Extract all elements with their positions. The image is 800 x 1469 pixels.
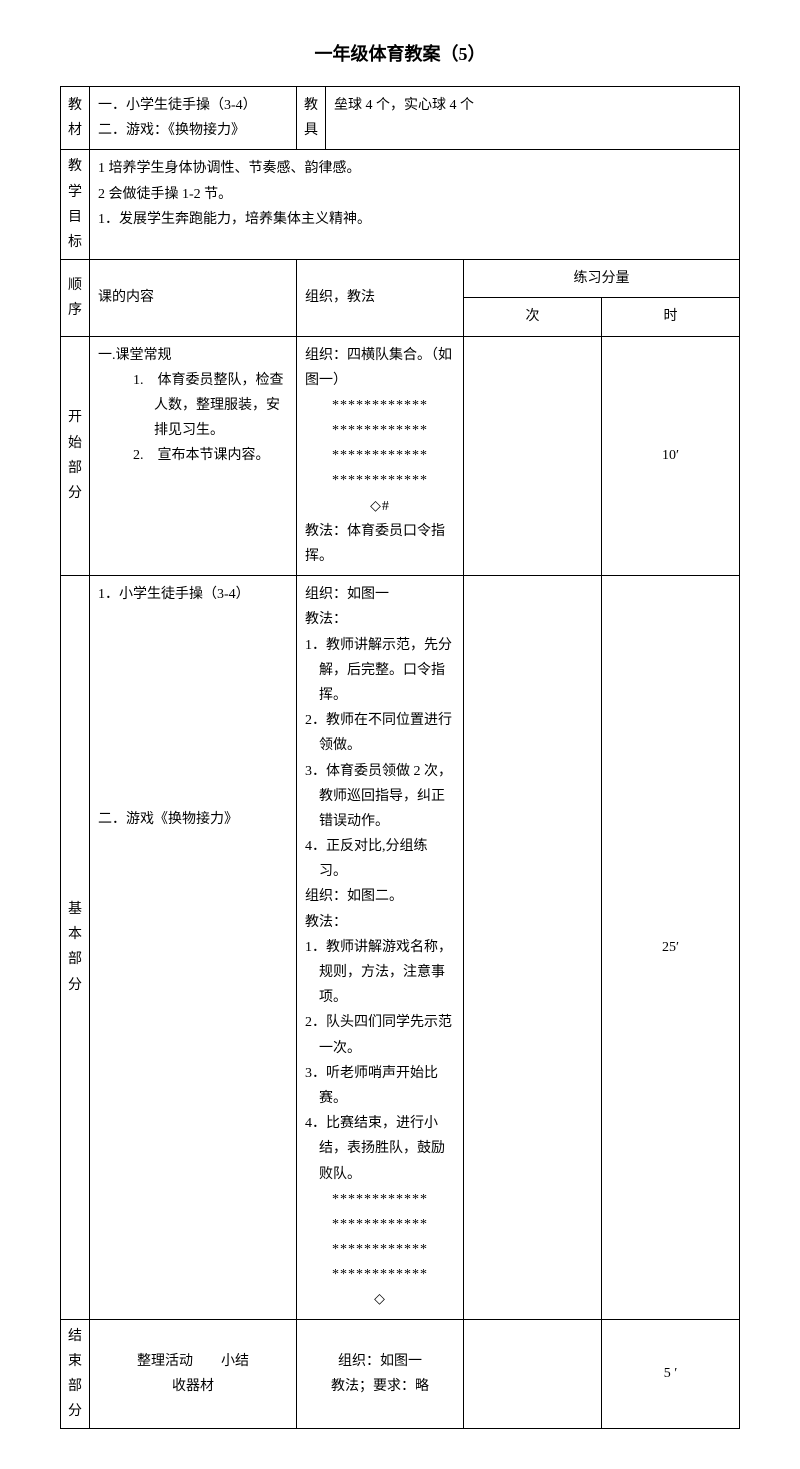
kaishi-ci <box>464 336 602 576</box>
jieshu-method: 组织：如图一 教法；要求：略 <box>297 1319 464 1429</box>
mubiao-cell: 1 培养学生身体协调性、节奏感、韵律感。 2 会做徒手操 1-2 节。 1．发展… <box>90 150 740 260</box>
label-jiaocai: 教材 <box>61 87 90 150</box>
jiaoju-cell: 垒球 4 个，实心球 4 个 <box>326 87 740 150</box>
kaishi-shi: 10′ <box>602 336 740 576</box>
lesson-plan-table: 教材 一．小学生徒手操（3-4） 二．游戏：《换物接力》 教具 垒球 4 个，实… <box>60 86 740 1429</box>
jiben-method: 组织：如图一 教法： 1．教师讲解示范，先分解，后完整。口令指挥。 2．教师在不… <box>297 576 464 1319</box>
jieshu-shi: 5 ′ <box>602 1319 740 1429</box>
kaishi-method: 组织：四横队集合。（如图一） ************ ************… <box>297 336 464 576</box>
label-jiben: 基本部分 <box>61 576 90 1319</box>
label-jiaoju: 教具 <box>297 87 326 150</box>
col-neirong: 课的内容 <box>90 260 297 336</box>
kaishi-content: 一.课堂常规 1. 体育委员整队，检查人数，整理服装，安排见习生。 2. 宣布本… <box>90 336 297 576</box>
col-fenliang: 练习分量 <box>464 260 740 298</box>
jiaocai-cell: 一．小学生徒手操（3-4） 二．游戏：《换物接力》 <box>90 87 297 150</box>
jiben-content: 1．小学生徒手操（3-4） 二．游戏《换物接力》 <box>90 576 297 1319</box>
col-ci: 次 <box>464 298 602 336</box>
jieshu-content: 整理活动 小结 收器材 <box>90 1319 297 1429</box>
jiben-shi: 25′ <box>602 576 740 1319</box>
col-fangfa: 组织，教法 <box>297 260 464 336</box>
label-kaishi: 开始部分 <box>61 336 90 576</box>
page-title: 一年级体育教案（5） <box>60 40 740 66</box>
col-shunxu: 顺序 <box>61 260 90 336</box>
label-jieshu: 结束部分 <box>61 1319 90 1429</box>
jiben-ci <box>464 576 602 1319</box>
jieshu-ci <box>464 1319 602 1429</box>
label-mubiao: 教学目标 <box>61 150 90 260</box>
col-shi: 时 <box>602 298 740 336</box>
